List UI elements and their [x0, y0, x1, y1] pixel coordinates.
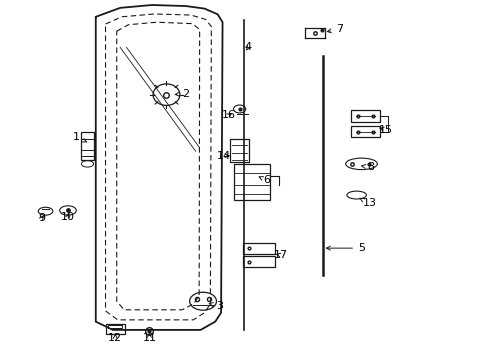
- Text: 11: 11: [142, 333, 156, 343]
- Text: 16: 16: [221, 111, 235, 121]
- Bar: [350, 126, 379, 137]
- Text: 9: 9: [39, 213, 45, 222]
- Bar: [350, 111, 379, 122]
- Text: 13: 13: [359, 198, 376, 208]
- Bar: [243, 256, 274, 267]
- Text: 5: 5: [325, 243, 364, 253]
- Text: 3: 3: [209, 301, 223, 311]
- Text: 14: 14: [217, 150, 231, 161]
- Bar: [106, 324, 124, 334]
- Text: 4: 4: [244, 42, 251, 52]
- Bar: [81, 132, 93, 160]
- Text: 7: 7: [326, 24, 343, 35]
- Text: 8: 8: [361, 162, 374, 172]
- Bar: [243, 243, 274, 253]
- Text: 6: 6: [259, 175, 269, 185]
- Text: 10: 10: [61, 212, 75, 221]
- Text: 1: 1: [73, 132, 86, 142]
- Text: 12: 12: [108, 333, 122, 343]
- Text: 15: 15: [378, 125, 392, 135]
- Text: 17: 17: [273, 250, 287, 260]
- Text: 2: 2: [175, 89, 189, 99]
- Bar: [233, 164, 269, 200]
- Bar: [108, 325, 122, 328]
- Bar: [229, 139, 249, 162]
